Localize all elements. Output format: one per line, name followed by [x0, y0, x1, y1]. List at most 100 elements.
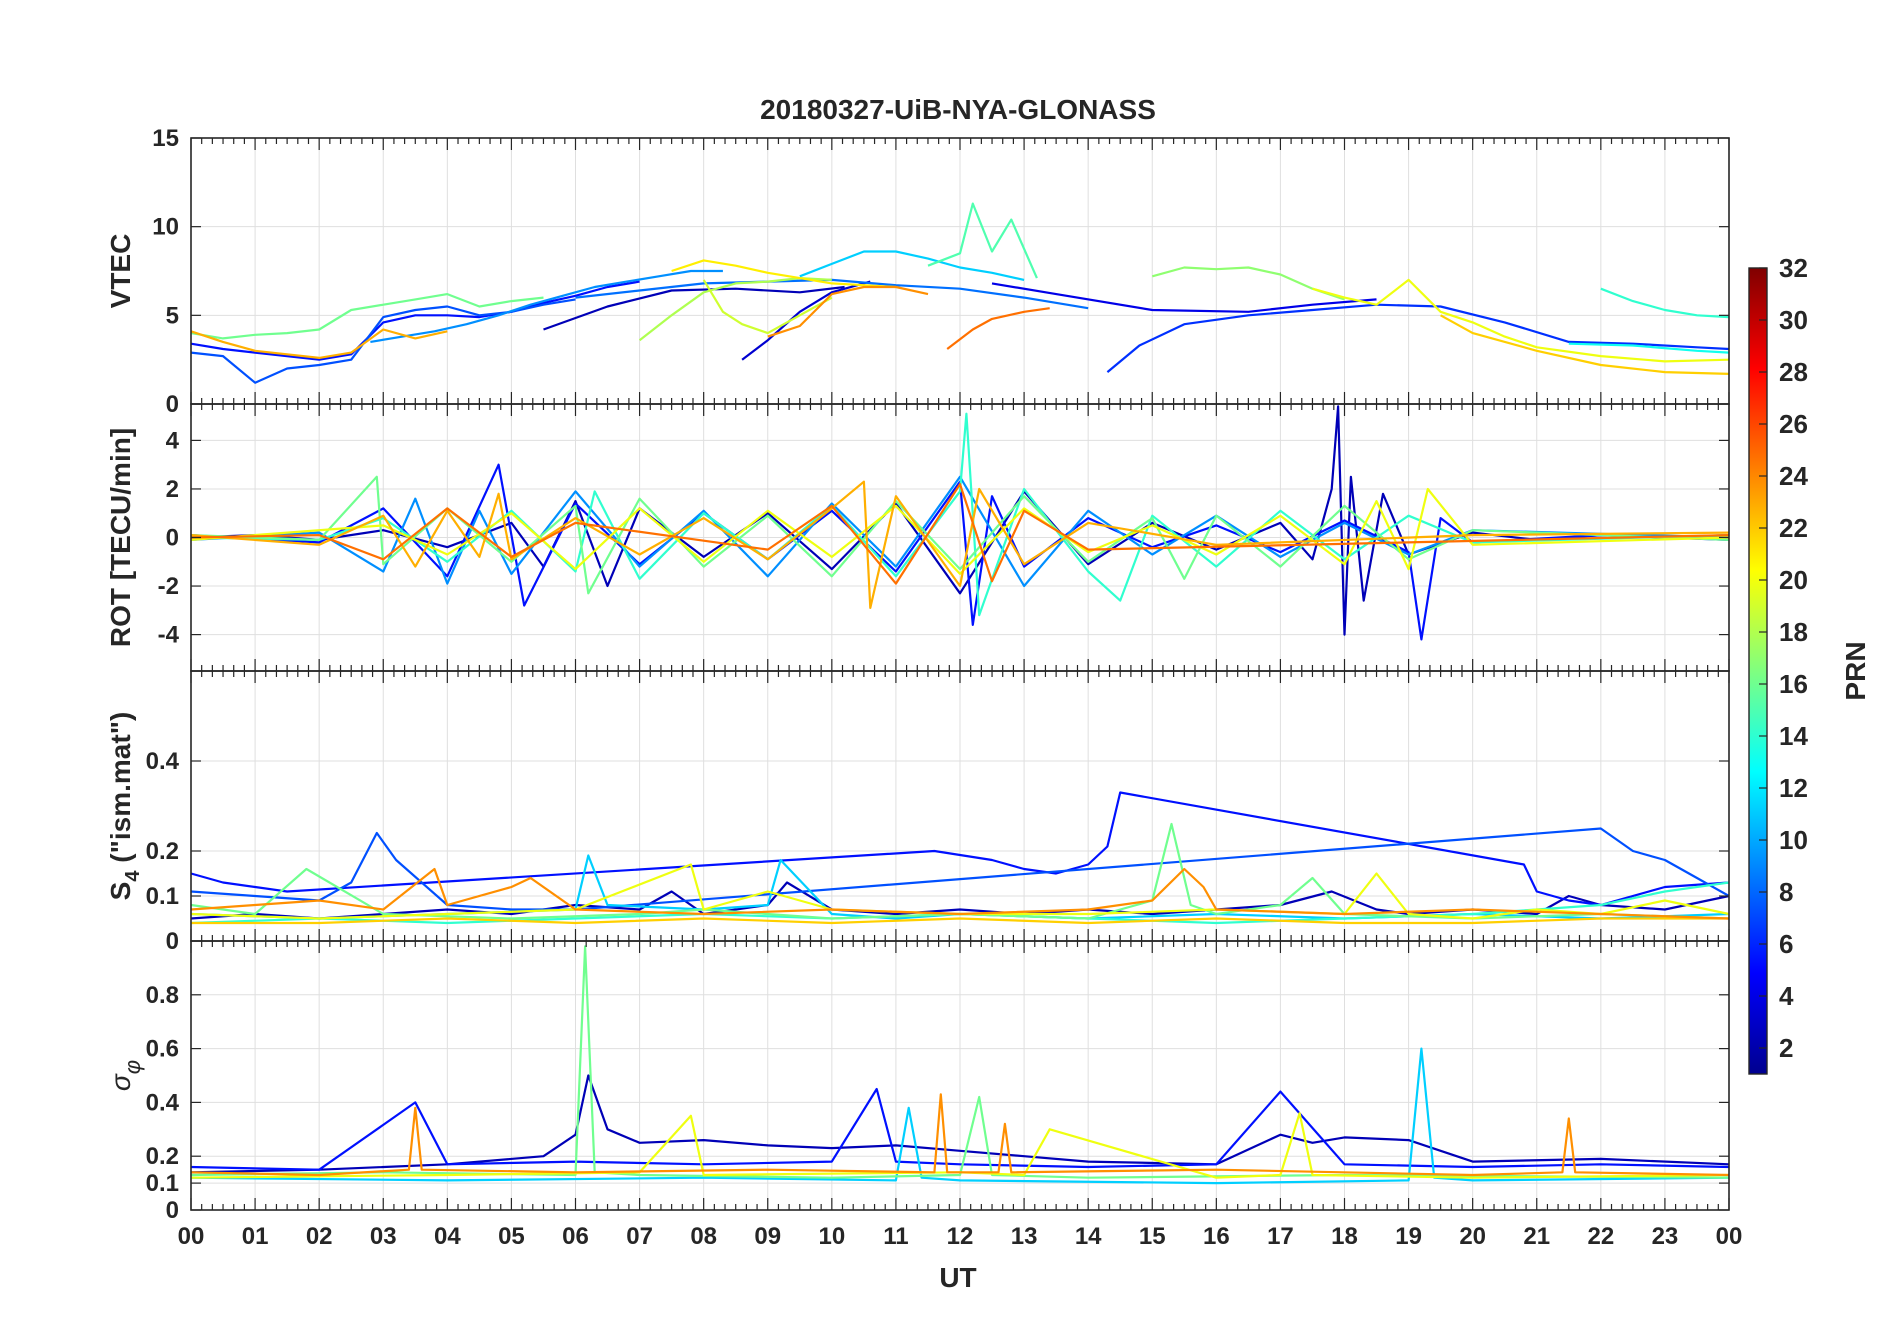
vtec-series-prn-11: [799, 250, 1025, 281]
sigma_phi-series-prn-20: [190, 1112, 1730, 1179]
x-tick-label: 20: [1459, 1223, 1486, 1250]
colorbar-tick-label: 12: [1779, 773, 1808, 803]
y-tick-label: 0: [166, 928, 179, 955]
colorbar-bar: [1748, 267, 1768, 1075]
vtec-series-prn-5: [190, 280, 640, 361]
vtec-x-ticks: [190, 138, 1730, 404]
vtec-series-prn-19: [702, 279, 833, 335]
sigma_phi-series-prn-2: [190, 1074, 1730, 1174]
x-tick-label: 22: [1587, 1223, 1614, 1250]
s4-series-prn-22: [191, 917, 1729, 925]
x-tick-label: 14: [1075, 1223, 1102, 1250]
x-tick-label: 21: [1523, 1223, 1550, 1250]
rot-series-prn-5: [190, 463, 1730, 641]
s4-series-prn-24: [190, 867, 1730, 920]
colorbar-tick-label: 14: [1779, 721, 1808, 751]
vtec-series-prn-23: [190, 328, 448, 359]
x-tick-label: 23: [1652, 1223, 1679, 1250]
vtec-series-prn-16: [190, 293, 544, 340]
sigma_phi-y-ticks: 00.10.2 0.4 0.6 0.8: [146, 982, 1729, 1224]
rot-series-prn-23: [190, 480, 1730, 609]
y-tick-label: 0.8: [146, 982, 179, 1009]
y-tick-label: 15: [152, 125, 179, 152]
colorbar-tick-label: 28: [1779, 357, 1808, 387]
sigma_phi-series-prn-5: [190, 1087, 1730, 1171]
colorbar-tick-label: 30: [1779, 305, 1808, 335]
y-tick-label: 0: [166, 391, 179, 418]
y-tick-label: 0.6: [146, 1036, 179, 1063]
x-tick-label: 00: [1716, 1223, 1743, 1250]
y-tick-label: 0.4: [146, 1089, 180, 1116]
rot-series: [190, 405, 1730, 641]
x-tick-label: 12: [947, 1223, 974, 1250]
sigma_phi-y-axis-label: σφ: [105, 1060, 145, 1091]
s4-series: [190, 791, 1730, 925]
y-tick-label: 10: [152, 214, 179, 241]
x-tick-label: 10: [818, 1223, 845, 1250]
sigma_phi-series-prn-16: [190, 945, 1730, 1179]
colorbar-tick-label: 22: [1779, 513, 1808, 543]
vtec-series-prn-6: [1106, 303, 1730, 373]
x-tick-label: 08: [690, 1223, 717, 1250]
vtec-series-prn-3: [741, 280, 871, 361]
vtec-y-ticks: 0 5 10 15: [152, 125, 1729, 418]
s4-x-ticks: [190, 671, 1730, 941]
colorbar-tick-label: 18: [1779, 617, 1808, 647]
x-tick-label: 17: [1267, 1223, 1294, 1250]
x-tick-label: 18: [1331, 1223, 1358, 1250]
colorbar-label: PRN: [1840, 641, 1871, 700]
x-tick-label: 02: [306, 1223, 333, 1250]
x-tick-label: 15: [1139, 1223, 1166, 1250]
rot-y-axis-label: ROT [TECU/min]: [105, 428, 136, 647]
rot-series-prn-20: [190, 487, 1730, 575]
x-tick-label: 05: [498, 1223, 525, 1250]
x-tick-label: 04: [434, 1223, 461, 1250]
x-tick-label: 13: [1011, 1223, 1038, 1250]
x-tick-label: 06: [562, 1223, 589, 1250]
vtec-series-prn-20: [1312, 278, 1730, 363]
panel-s4: 0 0.1 0.2 0.4S4 ("ism.mat"): [105, 670, 1730, 955]
x-tick-label: 09: [754, 1223, 781, 1250]
vtec-series-prn-2: [543, 285, 845, 331]
y-tick-label: -4: [158, 622, 180, 649]
s4-series-prn-5: [190, 791, 1730, 907]
colorbar-tick-label: 26: [1779, 409, 1808, 439]
panel-vtec: 0 5 10 15 VTEC: [105, 125, 1730, 418]
colorbar-tick-label: 10: [1779, 825, 1808, 855]
x-tick-label: 00: [178, 1223, 205, 1250]
y-tick-label: -2: [158, 573, 179, 600]
chart-title: 20180327-UiB-NYA-GLONASS: [760, 94, 1156, 125]
x-tick-labels: 00 01 02 03 04 05 06 07 08 09 10 11 12 13 14 15 16 17 18 19…: [178, 1223, 1743, 1250]
x-axis-label: UT: [939, 1262, 976, 1293]
colorbar-tick-label: 32: [1779, 253, 1808, 283]
x-tick-label: 01: [242, 1223, 269, 1250]
panel-rot: -4 -2 0 2 4 ROT [TECU/min]: [105, 403, 1730, 672]
rot-series-prn-25: [190, 483, 1730, 585]
x-tick-label: 19: [1395, 1223, 1422, 1250]
rot-series-prn-2: [190, 405, 1730, 636]
vtec-series-prn-22: [1440, 314, 1730, 375]
colorbar-tick-label: 2: [1779, 1033, 1793, 1063]
y-tick-label: 0: [166, 1197, 179, 1224]
vtec-series-prn-15: [927, 202, 1038, 279]
vtec-series: [190, 202, 1730, 384]
vtec-series-prn-4: [991, 282, 1377, 313]
y-tick-label: 0.1: [146, 883, 179, 910]
rot-x-ticks: [190, 404, 1730, 671]
colorbar-tick-label: 24: [1779, 461, 1808, 491]
sigma_phi-series-prn-24: [190, 1093, 1730, 1177]
colorbar-tick-label: 6: [1779, 929, 1793, 959]
y-tick-label: 5: [166, 302, 179, 329]
vtec-series-prn-9: [370, 269, 723, 343]
s4-y-axis-label: S4 ("ism.mat"): [105, 712, 144, 901]
colorbar-tick-label: 16: [1779, 669, 1808, 699]
vtec-series-prn-21: [671, 259, 896, 289]
s4-series-prn-7: [190, 827, 1730, 911]
rot-y-ticks: -4 -2 0 2 4: [158, 427, 1729, 649]
y-tick-label: 0.4: [146, 748, 180, 775]
sigma_phi-series: [190, 945, 1730, 1185]
sigma_phi-x-ticks: [190, 941, 1730, 1210]
